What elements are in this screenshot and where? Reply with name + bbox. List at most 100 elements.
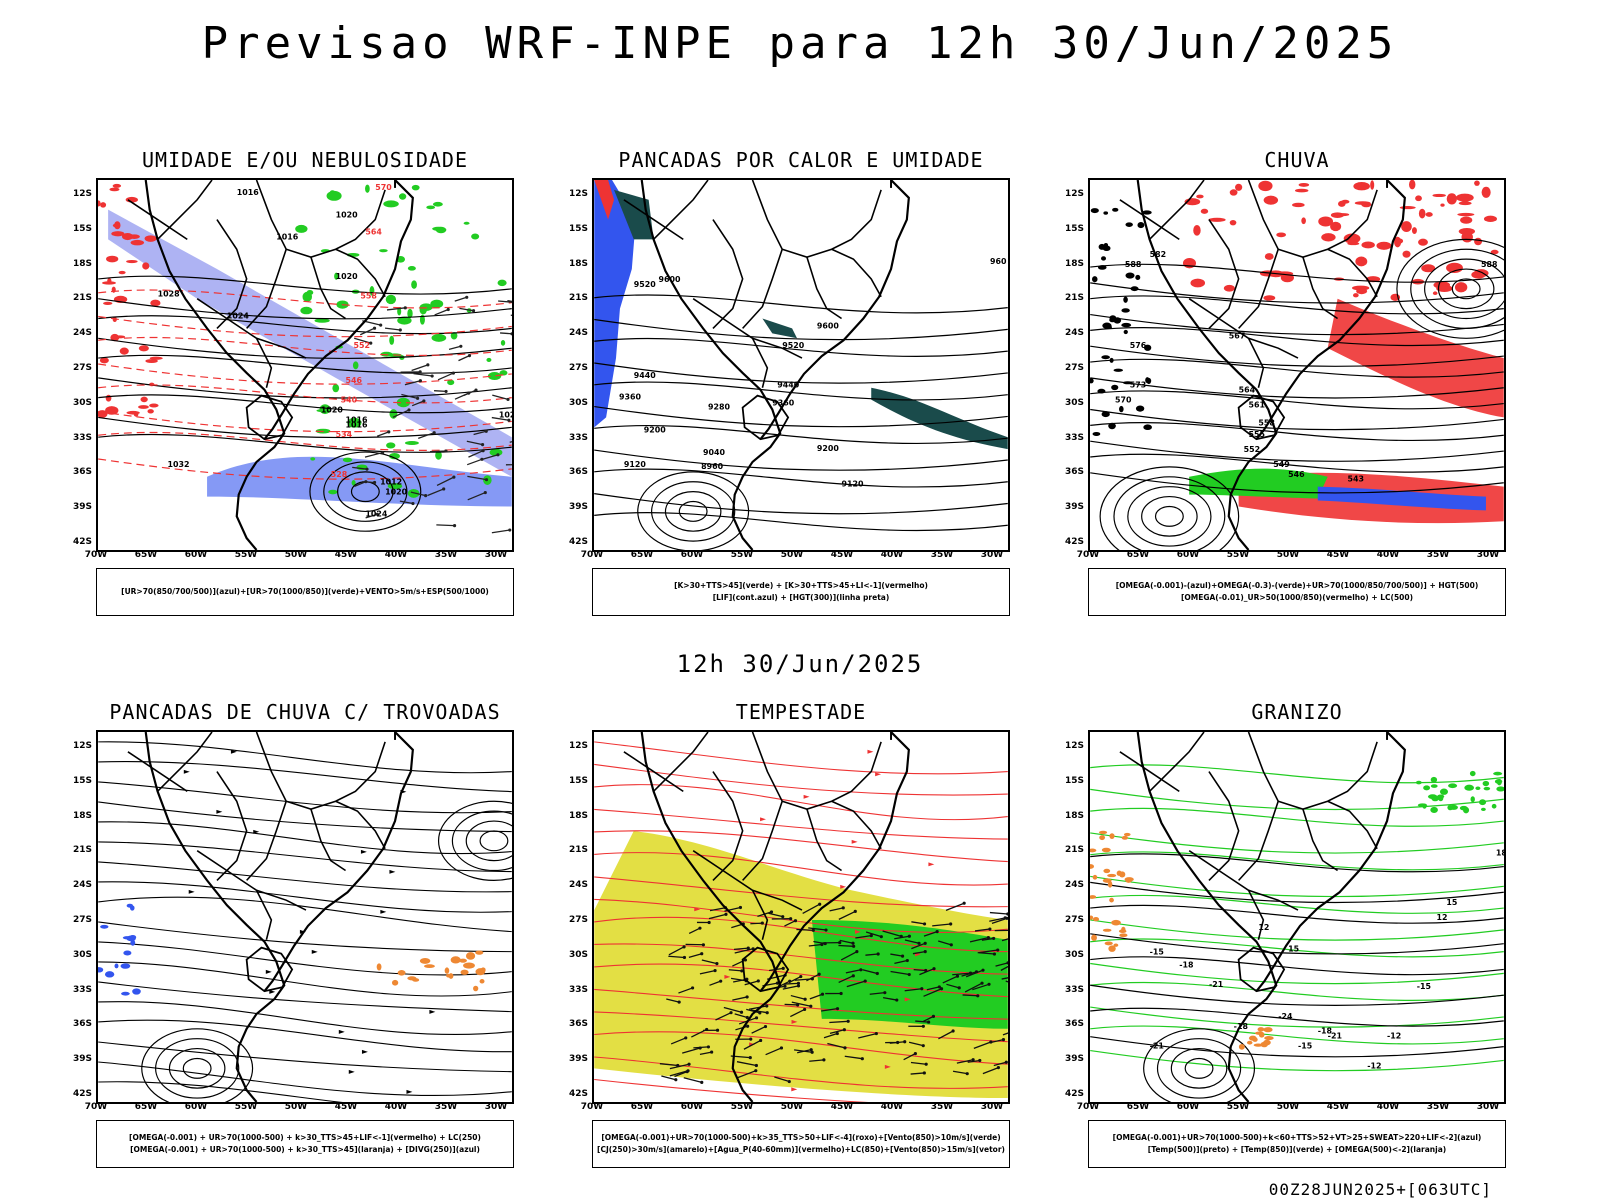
legend-line: [OMEGA(-0.001) + UR>70(1000-500) + k>30_… <box>129 1133 481 1142</box>
contour-label: 1020 <box>336 211 359 220</box>
lon-tick: 60W <box>1176 550 1200 560</box>
contour-label: 1032 <box>167 460 189 469</box>
panel-title-4: PANCADAS DE CHUVA C/ TROVOADAS <box>109 700 501 724</box>
legend-box-5: [OMEGA(-0.001)+UR>70(1000-500)+k>35_TTS>… <box>592 1120 1010 1168</box>
lat-tick: 21S <box>568 845 588 856</box>
lat-tick: 15S <box>568 223 588 234</box>
contour-label: 1012 <box>380 478 402 487</box>
map-panel-5 <box>592 730 1010 1104</box>
lat-tick: 21S <box>1064 845 1084 856</box>
contour-label: 1016 <box>346 415 369 424</box>
contour-label: 9360 <box>619 393 642 402</box>
lat-tick: 36S <box>1064 1019 1084 1030</box>
lat-tick: 12S <box>1064 189 1084 199</box>
lon-tick: 30W <box>484 1102 508 1112</box>
contour-label: 9600 <box>817 321 840 330</box>
lat-tick: 42S <box>568 537 588 547</box>
lon-tick: 45W <box>1326 550 1350 560</box>
lat-tick: 15S <box>1064 775 1084 786</box>
contour-label: 570 <box>1115 396 1132 405</box>
contour-label: -18 <box>1179 960 1194 969</box>
lat-tick: 18S <box>72 810 92 821</box>
legend-box-1: [UR>70(850/700/500)](azul)+[UR>70(1000/8… <box>96 568 514 616</box>
lon-axis: 70W 65W 60W 55W 50W 45W 40W 35W 30W <box>85 1102 514 1116</box>
lon-tick: 55W <box>730 550 754 560</box>
contour-label: 570 <box>375 183 392 192</box>
contour-label: 528 <box>331 470 348 479</box>
contour-label: 18 <box>1496 849 1504 858</box>
lon-tick: 70W <box>580 550 604 560</box>
contour-label: 9520 <box>782 341 805 350</box>
contour-label: 552 <box>1244 445 1261 454</box>
lon-tick: 30W <box>980 550 1004 560</box>
lat-tick: 42S <box>568 1089 588 1099</box>
lon-tick: 60W <box>680 550 704 560</box>
lat-tick: 42S <box>1064 537 1084 547</box>
lat-tick: 12S <box>568 741 588 751</box>
contour-label: 9200 <box>644 425 667 434</box>
contour-label: 1020 <box>499 410 512 419</box>
lon-tick: 55W <box>1226 1102 1250 1112</box>
lat-tick: 18S <box>568 258 588 269</box>
lon-tick: 60W <box>1176 1102 1200 1112</box>
lon-tick: 65W <box>630 1102 654 1112</box>
lat-tick: 18S <box>1064 810 1084 821</box>
lon-tick: 70W <box>1076 550 1100 560</box>
contour-label: -15 <box>1150 948 1164 957</box>
lon-tick: 30W <box>1476 1102 1500 1112</box>
contour-label: -12 <box>1367 1061 1381 1070</box>
lon-tick: 45W <box>334 550 358 560</box>
lon-tick: 40W <box>880 1102 904 1112</box>
lat-tick: 39S <box>1064 1054 1084 1065</box>
legend-line: [OMEGA(-0.001)+UR>70(1000-500)+k<60+TTS>… <box>1112 1133 1482 1142</box>
map-svg: 9520960094409360928092009120904089609600… <box>594 180 1008 550</box>
lat-tick: 39S <box>72 502 92 513</box>
legend-box-6: [OMEGA(-0.001)+UR>70(1000-500)+k<60+TTS>… <box>1088 1120 1506 1168</box>
contour-label: 9440 <box>634 371 657 380</box>
panel-title-6: GRANIZO <box>1251 700 1343 724</box>
lat-tick: 33S <box>1064 432 1084 443</box>
contour-label: 15 <box>1446 898 1457 907</box>
legend-line: [Temp(500)](preto) + [Temp(850)](verde) … <box>1147 1145 1447 1154</box>
contour-label: -12 <box>1387 1032 1401 1041</box>
lat-tick: 33S <box>568 984 588 995</box>
lon-tick: 65W <box>134 1102 158 1112</box>
contour-label: 9520 <box>634 280 657 289</box>
lon-tick: 50W <box>780 1102 804 1112</box>
lon-tick: 50W <box>1276 550 1300 560</box>
contour-label: -21 <box>1209 980 1223 989</box>
legend-line: [UR>70(850/700/500)](azul)+[UR>70(1000/8… <box>121 587 489 596</box>
contour-label: 543 <box>1347 475 1364 484</box>
lat-tick: 24S <box>1064 880 1084 891</box>
lon-tick: 65W <box>1126 550 1150 560</box>
map-panel-2: 9520 9600 9440 9360 9280 9200 9120 9040 8960 9600… <box>592 178 1010 552</box>
contour-label: 1016 <box>237 188 260 197</box>
contour-label: 555 <box>1249 430 1266 439</box>
lon-tick: 70W <box>84 550 108 560</box>
contour-label: 8960 <box>701 462 724 471</box>
lat-tick: 27S <box>568 363 588 373</box>
contour-label: 9120 <box>842 480 865 489</box>
contour-label: 552 <box>353 341 370 350</box>
lon-tick: 40W <box>384 550 408 560</box>
lat-tick: 24S <box>1064 328 1084 339</box>
panel-title-1: UMIDADE E/OU NEBULOSIDADE <box>141 148 469 172</box>
lat-tick: 33S <box>568 432 588 443</box>
lat-tick: 39S <box>1064 502 1084 513</box>
contour-label: 9440 <box>777 381 800 390</box>
legend-line: [CJ(250)>30m/s](amarelo)+[Agua_P(40-60mm… <box>597 1145 1005 1154</box>
lon-tick: 65W <box>1126 1102 1150 1112</box>
panel-title-5: TEMPESTADE <box>735 700 867 724</box>
contour-label: -21 <box>1328 1032 1342 1041</box>
lon-tick: 30W <box>980 1102 1004 1112</box>
contour-label: -15 <box>1417 982 1431 991</box>
lat-axis: 12S 15S 18S 21S 24S 27S 30S 33S 36S 39S 42S <box>552 178 588 552</box>
legend-line: [OMEGA(-0.001) + UR>70(1000-500) + k>30_… <box>130 1145 480 1154</box>
lat-tick: 36S <box>1064 467 1084 478</box>
lon-tick: 45W <box>830 1102 854 1112</box>
lat-tick: 27S <box>72 915 92 925</box>
lon-axis: 70W 65W 60W 55W 50W 45W 40W 35W 30W <box>1077 1102 1506 1116</box>
lat-axis: 12S 15S 18S 21S 24S 27S 30S 33S 36S 39S 42S <box>1048 178 1084 552</box>
lat-tick: 15S <box>568 775 588 786</box>
panel-title-2: PANCADAS POR CALOR E UMIDADE <box>618 148 984 172</box>
